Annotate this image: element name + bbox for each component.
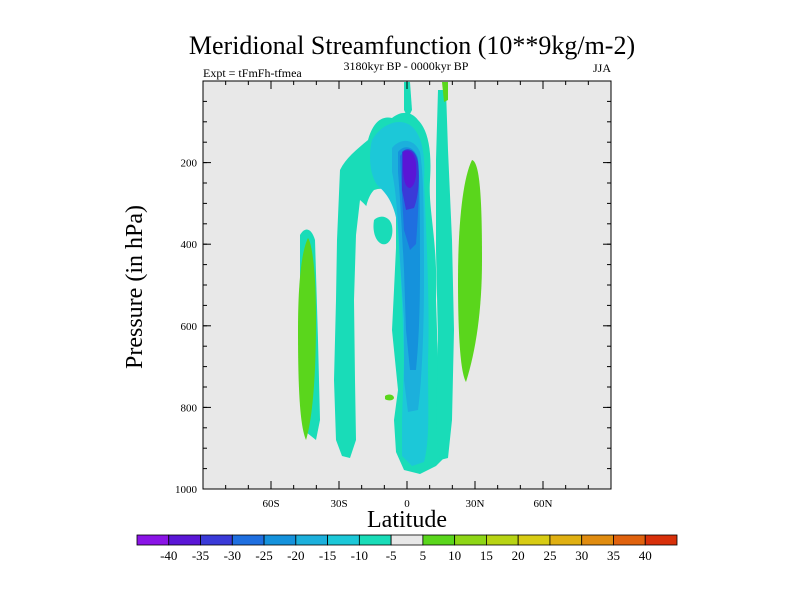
colorbar-swatch	[549, 534, 583, 546]
colorbar-swatch	[358, 534, 392, 546]
colorbar-label: 35	[607, 548, 620, 563]
colorbar-swatch	[200, 534, 233, 546]
colorbar-swatch	[327, 534, 360, 546]
contour-violet-jet-max	[403, 150, 417, 188]
colorbar-swatch	[613, 534, 646, 546]
colorbar-label: -25	[255, 548, 272, 563]
colorbar-label: 25	[543, 548, 556, 563]
period-label: 3180kyr BP - 0000kyr BP	[344, 59, 469, 73]
colorbar-swatch	[231, 534, 265, 546]
contour-teal-isolated-blob	[373, 216, 393, 245]
x-tick-label: 60N	[534, 498, 553, 510]
colorbar-label: -30	[224, 548, 241, 563]
x-axis-label: Latitude	[367, 507, 447, 533]
contour-teal-upper-plume	[404, 82, 412, 118]
colorbar-label: -10	[351, 548, 368, 563]
x-tick-label: 0	[404, 498, 410, 510]
colorbar-label: -5	[386, 548, 397, 563]
colorbar-label: -20	[287, 548, 304, 563]
colorbar-swatch	[168, 534, 201, 546]
colorbar-swatch	[581, 534, 614, 546]
colorbar: -40 -35 -30 -25 -20 -15 -10 -5 5 10 15 20 25 30 35 40	[136, 534, 678, 563]
colorbar-swatch	[390, 534, 424, 546]
y-tick-label: 600	[181, 321, 198, 333]
season-label: JJA	[593, 61, 611, 75]
axis-ticks: 60S 30S 0 30N 60N 200 400 600 800 1000	[175, 80, 612, 510]
colorbar-swatch	[295, 534, 328, 546]
colorbar-swatch	[136, 534, 170, 546]
x-tick-label: 60S	[262, 498, 279, 510]
colorbar-swatch	[454, 534, 487, 546]
y-tick-label: 800	[181, 402, 198, 414]
colorbar-swatch	[422, 534, 456, 546]
colorbar-label: 10	[448, 548, 461, 563]
colorbar-label: 30	[575, 548, 588, 563]
y-tick-label: 1000	[175, 484, 198, 496]
colorbar-swatch	[486, 534, 519, 546]
contour-green-northern-cell	[458, 160, 482, 382]
plot-area: 60S 30S 0 30N 60N 200 400 600 800 1000	[175, 80, 612, 510]
colorbar-label: -35	[192, 548, 209, 563]
colorbar-label: -40	[160, 548, 177, 563]
y-tick-label: 200	[181, 158, 198, 170]
colorbar-label: -15	[319, 548, 336, 563]
contour-teal-right-strand	[436, 90, 454, 460]
x-tick-label: 30S	[330, 498, 347, 510]
contour-green-top-strand	[442, 82, 448, 102]
colorbar-swatch	[263, 534, 297, 546]
chart-title: Meridional Streamfunction (10**9kg/m-2)	[189, 31, 635, 60]
y-axis-label: Pressure (in hPa)	[122, 205, 148, 369]
contour-green-southern-cell	[298, 238, 316, 440]
x-tick-label: 30N	[466, 498, 485, 510]
colorbar-label: 20	[512, 548, 525, 563]
y-tick-label: 400	[181, 239, 198, 251]
colorbar-label: 15	[480, 548, 493, 563]
contour-green-small-blob	[385, 394, 394, 401]
experiment-label: Expt = tFmFh-tfmea	[203, 66, 302, 80]
colorbar-swatch	[644, 534, 678, 546]
colorbar-label: 5	[420, 548, 427, 563]
colorbar-swatch	[517, 534, 551, 546]
colorbar-label: 40	[639, 548, 652, 563]
